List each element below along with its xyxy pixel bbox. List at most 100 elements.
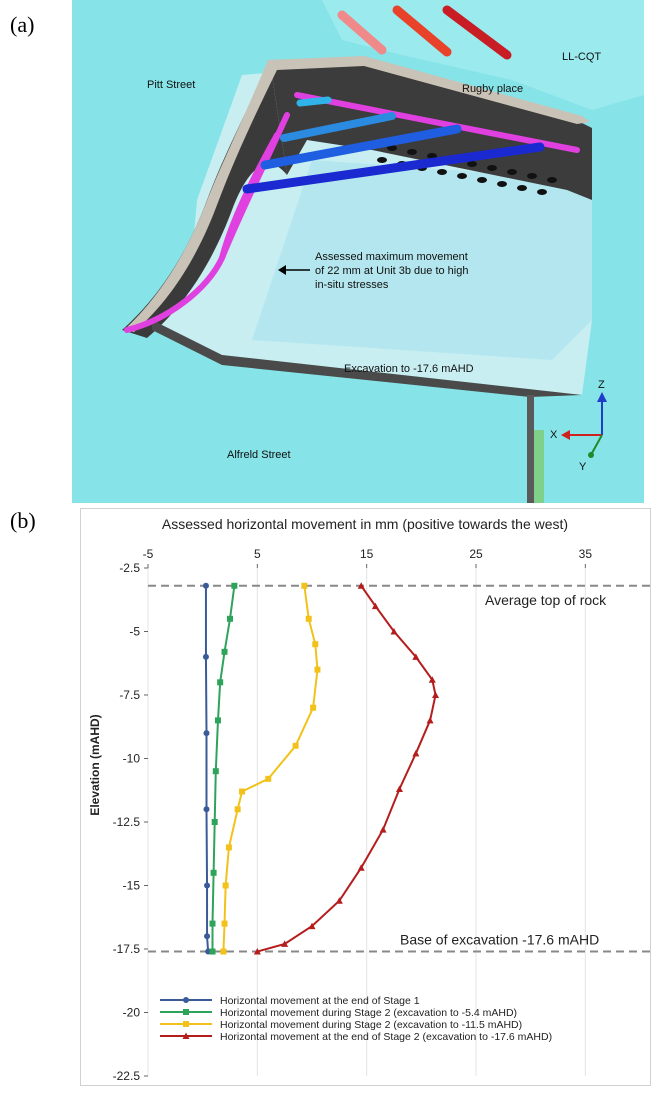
front-wall-edge [152,320,582,397]
data-point [183,997,189,1003]
x-tick-label: -5 [143,547,154,561]
data-point [371,602,379,610]
legend-label: Horizontal movement during Stage 2 (exca… [220,1007,517,1019]
data-point [265,775,272,782]
panel-b-label: (b) [10,508,36,533]
data-point [281,940,289,947]
data-point [183,1021,189,1027]
corner-colored-layers [534,430,544,503]
data-point [308,922,316,930]
pitt-street-label: Pitt Street [147,79,195,91]
data-point [305,615,312,622]
series-1 [202,582,212,955]
data-point [390,628,398,635]
data-point [183,1009,189,1015]
series-line [211,585,236,952]
axis-z-label: Z [598,379,605,391]
data-point [217,679,224,686]
reference-label: Base of excavation -17.6 mAHD [400,932,599,948]
data-point [426,716,434,724]
data-point [231,582,238,589]
movement-chart: Assessed horizontal movement in mm (posi… [80,508,651,1086]
chart-title: Assessed horizontal movement in mm (posi… [162,516,568,532]
axis-x-label: X [550,429,558,441]
data-point [204,882,211,889]
reference-label: Average top of rock [485,592,607,608]
panel-a-label: (a) [10,12,35,37]
data-point [379,826,387,833]
data-point [412,749,420,757]
data-point [212,768,219,775]
data-point [209,948,216,955]
annotation-line-2: of 22 mm at Unit 3b due to high [315,265,468,277]
excavation-model-view: Pitt Street Rugby place LL-CQT Alfreld S… [72,0,644,503]
data-point [335,897,343,904]
y-tick-label: -12.5 [113,815,141,829]
series-3 [220,582,321,955]
data-point [357,582,365,589]
legend-label: Horizontal movement during Stage 2 (exca… [220,1019,522,1031]
struts [242,96,545,194]
y-tick-label: -2.5 [119,561,140,575]
data-point [211,819,218,825]
alfreld-street-label: Alfreld Street [227,449,291,461]
rear-retaining-wall [270,58,592,200]
data-point [209,920,216,927]
annotation-line-3: in-situ stresses [315,279,389,291]
data-point [312,641,319,648]
x-tick-label: 5 [254,547,261,561]
legend-label: Horizontal movement at the end of Stage … [220,1031,552,1043]
x-tick-label: 35 [579,547,593,561]
data-point [222,882,229,889]
corner-wall-edge [527,395,534,503]
legend-label: Horizontal movement at the end of Stage … [220,995,420,1007]
data-point [203,806,210,813]
data-point [210,869,217,876]
data-point [225,844,232,851]
data-point [301,582,308,589]
data-point [214,717,221,724]
annotation-arrow [278,265,310,275]
y-tick-label: -20 [123,1006,141,1020]
y-tick-label: -7.5 [119,688,140,702]
legend-entry: Horizontal movement at the end of Stage … [160,1031,552,1043]
data-point [204,933,211,940]
data-point [182,1032,190,1039]
y-tick-label: -10 [123,752,141,766]
y-tick-label: -22.5 [113,1069,141,1083]
data-point [202,653,209,660]
legend-entry: Horizontal movement during Stage 2 (exca… [160,1019,522,1031]
model-scene: Pitt Street Rugby place LL-CQT Alfreld S… [72,0,644,503]
axis-triad: Z X Y [550,379,607,473]
x-tick-label: 25 [469,547,483,561]
data-point [428,676,436,683]
legend-entry: Horizontal movement at the end of Stage … [160,995,420,1007]
rear-ground-block [322,0,644,110]
data-point [253,948,261,955]
data-point [292,742,299,749]
x-tick-label: 15 [360,547,374,561]
y-tick-label: -15 [123,879,141,893]
data-point [220,948,227,955]
pit-floor-shade [252,160,592,360]
data-point [221,920,228,927]
rugby-place-label: Rugby place [462,83,523,95]
data-point [227,615,233,622]
data-point [202,582,209,589]
data-point [221,648,228,655]
ll-cqt-label: LL-CQT [562,51,601,63]
excavation-label: Excavation to -17.6 mAHD [344,363,474,375]
chart-frame [80,508,651,1086]
data-point [239,788,246,795]
legend-entry: Horizontal movement during Stage 2 (exca… [160,1007,517,1019]
y-axis-label: Elevation (mAHD) [88,714,102,815]
inclined-struts [337,5,512,60]
data-point [203,730,210,737]
annotation-line-1: Assessed maximum movement [315,251,468,263]
data-point [357,864,365,871]
capping-beam [124,56,590,332]
y-tick-label: -17.5 [113,942,141,956]
series-4 [253,582,440,955]
data-point [314,666,321,673]
data-point [432,691,440,698]
